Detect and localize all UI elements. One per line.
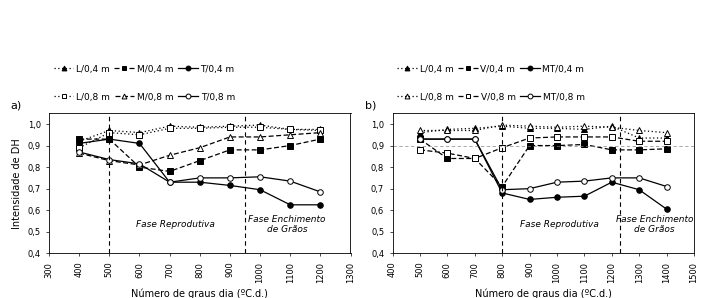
X-axis label: Número de graus dia (ºC.d.): Número de graus dia (ºC.d.) [475,288,612,298]
Text: Fase Enchimento
de Grãos: Fase Enchimento de Grãos [248,215,326,234]
X-axis label: Número de graus dia (ºC.d.): Número de graus dia (ºC.d.) [131,288,268,298]
Text: Fase Enchimento
de Grãos: Fase Enchimento de Grãos [615,215,693,234]
Legend: L/0,8 m, M/0,8 m, T/0,8 m: L/0,8 m, M/0,8 m, T/0,8 m [53,93,235,102]
Text: a): a) [11,100,22,110]
Text: b): b) [365,100,376,110]
Text: Fase Reprodutiva: Fase Reprodutiva [520,220,599,229]
Y-axis label: Intensidade de DH: Intensidade de DH [12,138,22,229]
Text: Fase Reprodutiva: Fase Reprodutiva [136,220,215,229]
Legend: L/0,8 m, V/0,8 m, MT/0,8 m: L/0,8 m, V/0,8 m, MT/0,8 m [397,93,585,102]
